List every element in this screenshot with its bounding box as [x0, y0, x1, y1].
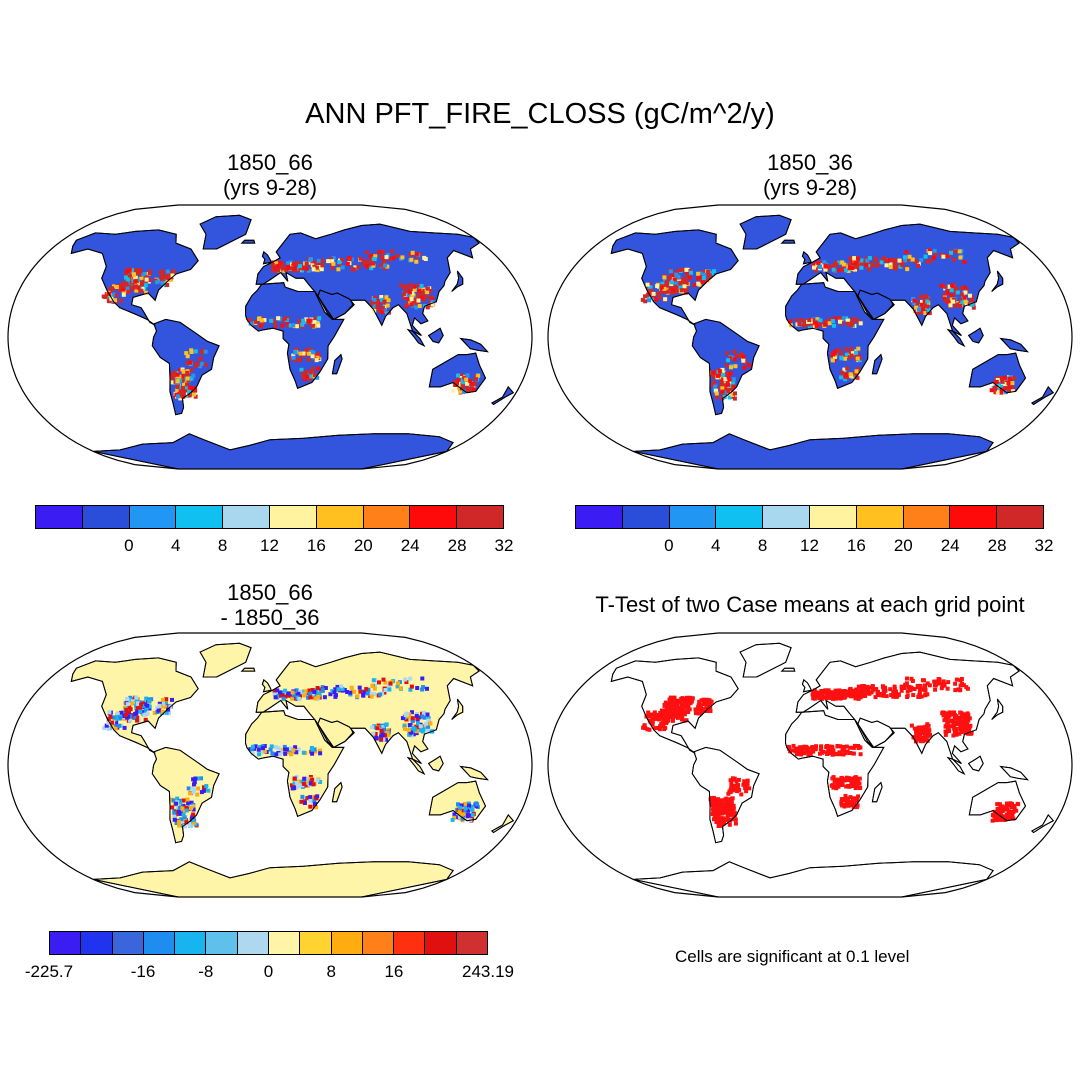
colorbar-segment: [176, 506, 224, 528]
colorbar-segment: [300, 932, 332, 954]
colorbar-tick-label: 24: [940, 536, 960, 555]
colorbar-segment: [622, 506, 670, 528]
colorbar-segment: [669, 506, 717, 528]
colorbar-segment: [903, 506, 951, 528]
colorbar-tick-label: 12: [260, 536, 279, 555]
map-bottom-right: [547, 632, 1073, 898]
colorbar-tick-label: 4: [170, 536, 181, 555]
colorbar-segment: [206, 932, 238, 954]
grid-cells: [641, 676, 1021, 828]
colorbar-tick-label: 32: [494, 536, 514, 555]
colorbar-segment: [237, 932, 269, 954]
colorbar-tick-label: 0: [664, 536, 674, 555]
colorbar-tick-label: 28: [987, 536, 1007, 555]
significance-note: Cells are significant at 0.1 level: [675, 947, 910, 966]
colorbar-segment: [950, 506, 998, 528]
colorbar-segment: [363, 506, 411, 528]
colorbar-segment: [362, 932, 395, 954]
colorbar-tick-label: 20: [353, 536, 373, 555]
colorbar-segment: [129, 506, 177, 528]
colorbar-segment: [223, 506, 270, 528]
colorbar-tick-label: 0: [124, 536, 134, 555]
colorbar-tick-label: 16: [846, 536, 866, 555]
colorbar-segment: [82, 506, 130, 528]
panel-title-top-left-line1: 1850_66: [227, 150, 313, 175]
panel-title-bottom-left-line1: 1850_66: [227, 580, 313, 605]
colorbar-tick-label: 16: [384, 962, 404, 981]
colorbar-tick-label: 243.19: [462, 962, 514, 981]
colorbar-segment: [175, 932, 207, 954]
panel-title-bottom-right: T-Test of two Case means at each grid po…: [550, 592, 1070, 617]
colorbar-tick-label: 12: [800, 536, 819, 555]
colorbar-segment: [576, 506, 623, 528]
colorbar-segment: [425, 932, 457, 954]
colorbar-segment: [112, 932, 144, 954]
panel-title-top-right: 1850_36 (yrs 9-28): [650, 150, 970, 200]
colorbar-tick-label: 32: [1034, 536, 1054, 555]
colorbar-top-right: [575, 505, 1044, 529]
colorbar-segment: [316, 506, 364, 528]
colorbar-tick-label: 16: [306, 536, 326, 555]
colorbar-segment: [809, 506, 857, 528]
colorbar-segment: [50, 932, 82, 954]
colorbar-tick-label: -8: [198, 962, 214, 981]
map-top-left: [7, 204, 533, 470]
colorbar-segment: [856, 506, 904, 528]
map-border: [7, 204, 533, 470]
grid-cells: [640, 248, 1017, 401]
colorbar-tick-label: 8: [757, 536, 768, 555]
colorbar-tick-label: 8: [217, 536, 228, 555]
colorbar-tick-label: 24: [400, 536, 420, 555]
colorbar-segment: [457, 506, 503, 528]
grid-cells: [101, 249, 481, 401]
colorbar-segment: [456, 932, 487, 954]
map-border: [547, 632, 1073, 898]
colorbar-segment: [997, 506, 1043, 528]
colorbar-tick-label: 0: [263, 962, 274, 981]
grid-cells: [102, 676, 480, 829]
colorbar-top-left: [35, 505, 504, 529]
colorbar-segment: [394, 932, 426, 954]
map-top-right: [547, 204, 1073, 470]
colorbar-segment: [331, 932, 363, 954]
colorbar-tick-label: 20: [893, 536, 913, 555]
panel-title-top-left: 1850_66 (yrs 9-28): [110, 150, 430, 200]
colorbar-segment: [763, 506, 810, 528]
colorbar-segment: [143, 932, 176, 954]
panel-title-top-right-line1: 1850_36: [767, 150, 853, 175]
figure-title: ANN PFT_FIRE_CLOSS (gC/m^2/y): [305, 98, 775, 130]
panel-title-bottom-left: 1850_66 - 1850_36: [110, 580, 430, 630]
map-bottom-left: [7, 632, 533, 898]
map-border: [7, 632, 533, 898]
colorbar-segment: [716, 506, 764, 528]
colorbar-segment: [269, 506, 317, 528]
colorbar-tick-label: 4: [710, 536, 721, 555]
colorbar-segment: [410, 506, 458, 528]
colorbar-tick-label: 28: [447, 536, 467, 555]
map-border: [547, 204, 1073, 470]
panel-title-top-right-line2: (yrs 9-28): [762, 175, 858, 200]
panel-title-top-left-line2: (yrs 9-28): [222, 175, 318, 200]
land-layer: [70, 214, 515, 469]
colorbar-tick-label: -225.7: [24, 962, 74, 981]
land-layer: [70, 642, 515, 897]
panel-title-bottom-right-line1: T-Test of two Case means at each grid po…: [595, 592, 1025, 617]
colorbar-segment: [81, 932, 113, 954]
colorbar-tick-label: 8: [326, 962, 336, 981]
colorbar-segment: [268, 932, 301, 954]
colorbar-tick-label: -16: [130, 962, 156, 981]
colorbar-bottom-left: [49, 931, 488, 955]
panel-title-bottom-left-line2: - 1850_36: [220, 605, 320, 630]
colorbar-segment: [36, 506, 83, 528]
